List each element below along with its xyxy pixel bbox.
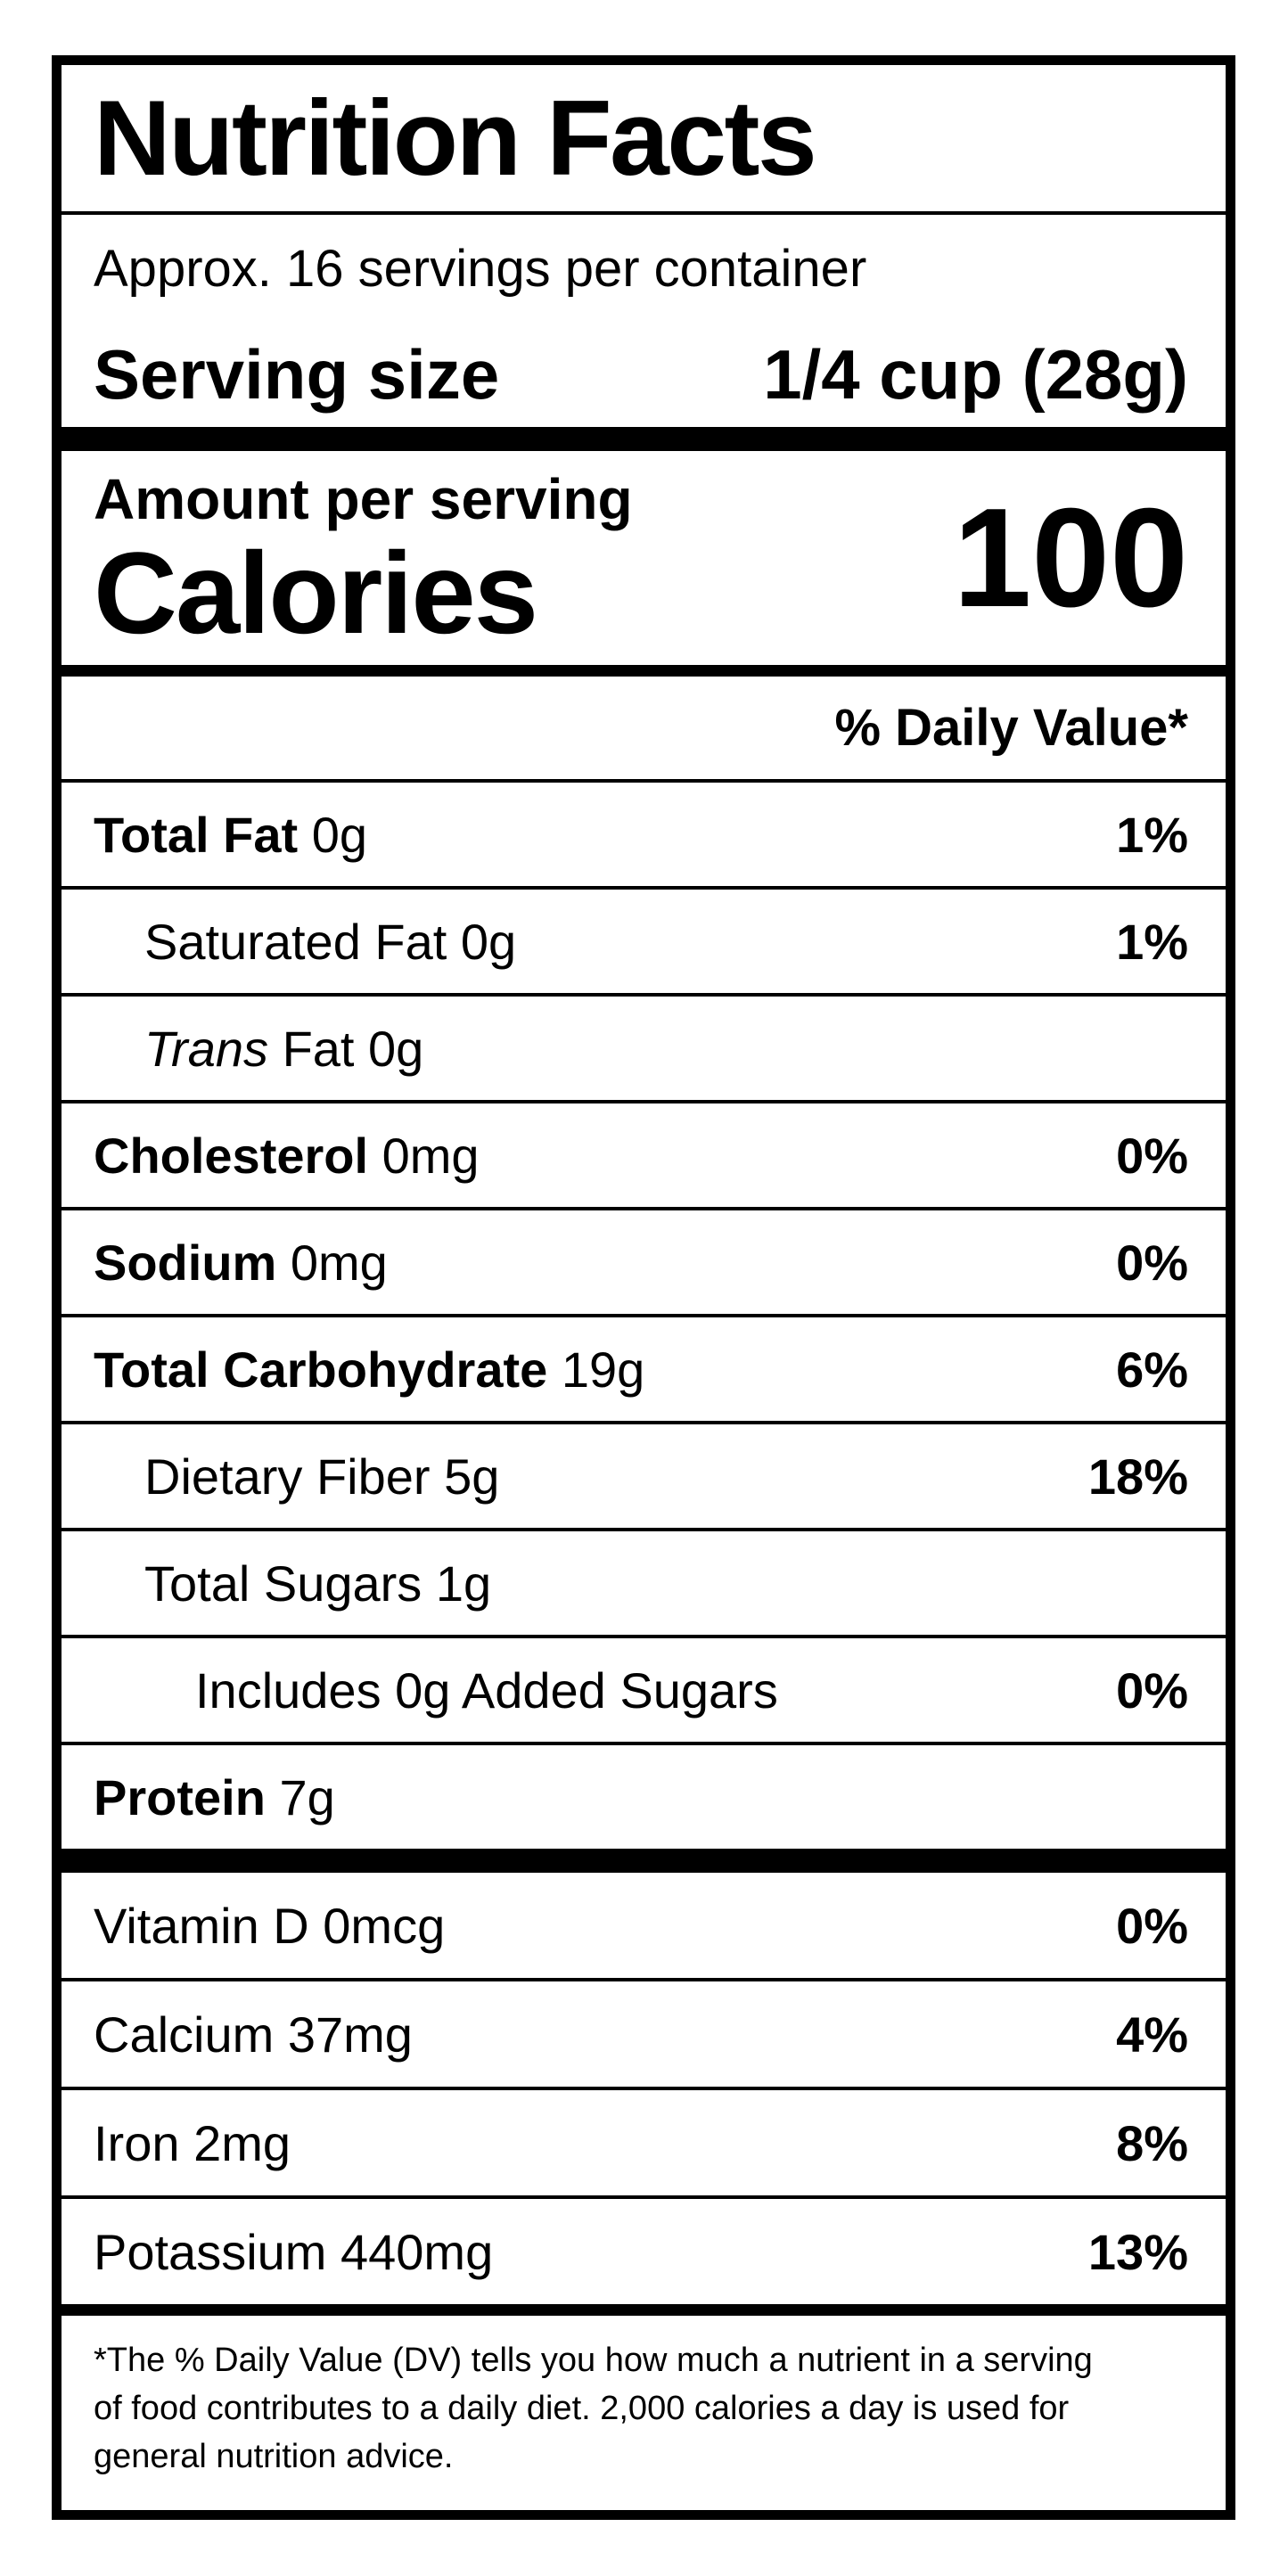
calories-value: 100 [953, 480, 1188, 636]
nutrient-dv: 8% [1116, 2114, 1188, 2171]
nutrient-name: Iron [94, 2114, 180, 2171]
nutrient-amount: 0mcg [323, 1897, 446, 1954]
nutrient-name: Cholesterol [94, 1127, 369, 1184]
nutrient-name: Potassium [94, 2223, 327, 2280]
label-title: Nutrition Facts [94, 78, 817, 198]
nutrient-dv: 13% [1087, 2223, 1188, 2280]
nutrient-dv: 0% [1116, 1897, 1188, 1954]
calories-left-column: Amount per serving Calories [62, 451, 953, 665]
nutrient-row: Protein 7g [62, 1745, 1226, 1849]
nutrient-row: Total Sugars 1g [62, 1531, 1226, 1638]
nutrient-dv: 6% [1116, 1341, 1188, 1398]
nutrient-row: Iron 2mg 8% [62, 2090, 1226, 2199]
amount-per-serving-label: Amount per serving [94, 467, 633, 531]
vitamin-mineral-rows: Vitamin D 0mcg 0% Calcium 37mg 4% Iron 2… [62, 1873, 1226, 2304]
nutrient-row: Potassium 440mg 13% [62, 2199, 1226, 2304]
calories-label: Calories [94, 528, 538, 658]
nutrient-dv: 0% [1116, 1127, 1188, 1184]
serving-size-label: Serving size [94, 334, 500, 414]
nutrient-dv: 0% [1116, 1234, 1188, 1291]
servings-per-container: Approx. 16 servings per container [94, 239, 867, 298]
nutrient-row: Calcium 37mg 4% [62, 1981, 1226, 2090]
nutrition-facts-label: Nutrition Facts Approx. 16 servings per … [52, 55, 1235, 2520]
nutrient-amount: 0mg [381, 1127, 480, 1184]
nutrient-dv: 4% [1116, 2006, 1188, 2063]
nutrient-dv: 0% [1116, 1661, 1188, 1719]
nutrient-amount: 0mg [290, 1234, 388, 1291]
daily-value-header: % Daily Value* [62, 677, 1226, 783]
nutrient-dv: 1% [1116, 806, 1188, 863]
nutrient-name: Includes 0g Added Sugars [195, 1661, 778, 1719]
nutrient-row: Vitamin D 0mcg 0% [62, 1873, 1226, 1981]
nutrient-amount: 5g [444, 1448, 500, 1505]
nutrient-name: Vitamin D [94, 1897, 309, 1954]
nutrient-row: Sodium 0mg 0% [62, 1210, 1226, 1317]
nutrient-name: Total Carbohydrate [94, 1341, 548, 1398]
nutrient-amount: 0g [460, 913, 517, 970]
nutrient-amount: 1g [435, 1555, 492, 1612]
nutrient-name: Total Fat [94, 806, 299, 863]
nutrient-name: Total Sugars [144, 1555, 422, 1612]
serving-size-value: 1/4 cup (28g) [763, 334, 1188, 414]
footnote-section: *The % Daily Value (DV) tells you how mu… [62, 2316, 1226, 2510]
nutrient-row: Includes 0g Added Sugars 0% [62, 1638, 1226, 1745]
separator-bar-medium-footnote [62, 2304, 1226, 2316]
nutrient-dv: 1% [1116, 913, 1188, 970]
nutrient-row: Cholesterol 0mg 0% [62, 1103, 1226, 1210]
nutrient-amount: 440mg [340, 2223, 494, 2280]
nutrient-name: Calcium [94, 2006, 275, 2063]
nutrient-row: Total Fat 0g 1% [62, 783, 1226, 890]
nutrient-name: Saturated Fat [144, 913, 447, 970]
nutrient-name: Trans [144, 1020, 268, 1077]
separator-bar-medium-calories [62, 665, 1226, 677]
nutrient-amount: 37mg [287, 2006, 413, 2063]
nutrient-row: Total Carbohydrate 19g 6% [62, 1317, 1226, 1424]
nutrient-dv: 18% [1087, 1448, 1188, 1505]
footnote-text: *The % Daily Value (DV) tells you how mu… [94, 2342, 1093, 2475]
nutrient-name: Sodium [94, 1234, 277, 1291]
nutrient-name: Protein [94, 1768, 266, 1825]
nutrient-row: Trans Fat 0g [62, 997, 1226, 1103]
title-divider [62, 211, 1226, 215]
nutrient-amount: Fat 0g [282, 1020, 424, 1077]
separator-bar-thick-bottom [62, 1849, 1226, 1873]
nutrient-amount: 0g [311, 806, 368, 863]
nutrient-name: Dietary Fiber [144, 1448, 431, 1505]
calories-section: Amount per serving Calories 100 [62, 451, 1226, 665]
main-nutrient-rows: Total Fat 0g 1% Saturated Fat 0g 1% Tran… [62, 783, 1226, 1849]
nutrient-amount: 19g [561, 1341, 645, 1398]
serving-size-row: Serving size 1/4 cup (28g) [62, 322, 1226, 427]
separator-bar-thick-top [62, 427, 1226, 451]
nutrient-row: Dietary Fiber 5g 18% [62, 1424, 1226, 1531]
nutrient-row: Saturated Fat 0g 1% [62, 890, 1226, 997]
nutrient-amount: 7g [279, 1768, 335, 1825]
nutrient-amount: 2mg [193, 2114, 291, 2171]
